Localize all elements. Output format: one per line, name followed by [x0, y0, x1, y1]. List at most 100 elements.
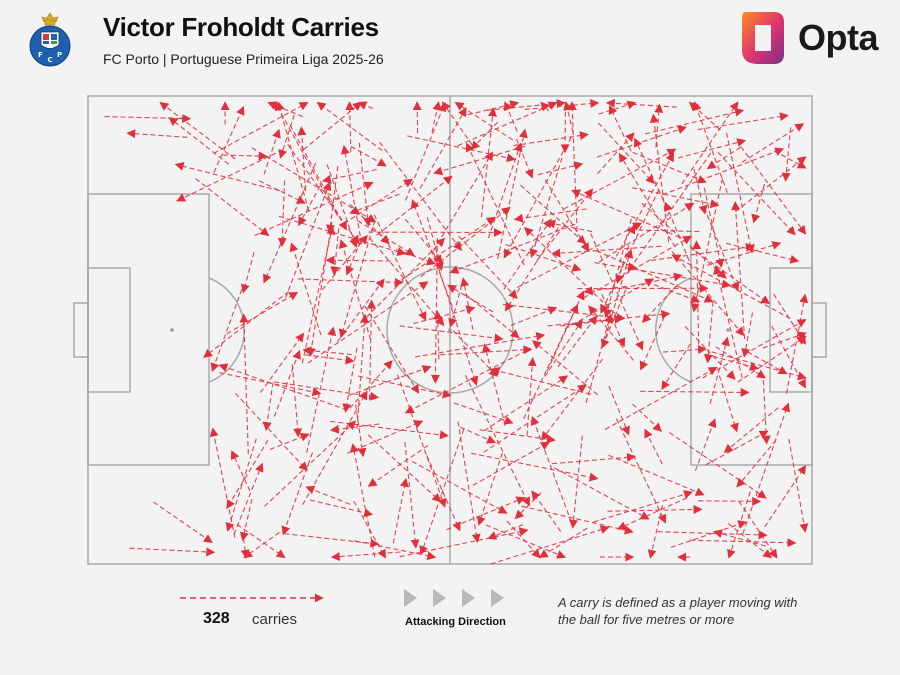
carry-definition-note: A carry is defined as a player moving wi… — [558, 595, 798, 627]
carry-arrow-7 — [226, 439, 269, 510]
carry-arrow-327 — [640, 387, 750, 397]
club-crest-icon: F C P — [29, 12, 71, 67]
carry-arrow-160 — [603, 218, 632, 319]
left-six-yard-box — [87, 267, 131, 393]
carry-arrow-3 — [195, 178, 270, 237]
carry-arrow-269 — [616, 497, 688, 530]
carry-arrow-322 — [302, 346, 353, 356]
carry-arrow-25 — [504, 227, 559, 312]
carry-arrow-175 — [615, 245, 630, 284]
carry-arrow-264 — [281, 452, 314, 536]
carry-arrow-87 — [702, 319, 807, 379]
carry-arrow-296 — [357, 101, 374, 110]
carry-arrow-101 — [452, 330, 498, 377]
carry-arrow-305 — [485, 524, 567, 559]
carry-arrow-20 — [736, 439, 777, 488]
carry-arrow-314 — [647, 505, 664, 559]
carry-arrow-97 — [325, 255, 391, 265]
carry-arrow-2 — [126, 129, 188, 139]
carry-arrow-301 — [738, 500, 778, 559]
carry-arrow-229 — [740, 146, 807, 235]
carry-arrow-183 — [569, 435, 583, 529]
carry-arrow-328 — [349, 203, 390, 245]
carry-arrow-109 — [544, 319, 583, 377]
carry-arrow-317 — [285, 181, 332, 298]
carry-arrow-88 — [781, 127, 792, 182]
carry-arrow-82 — [717, 152, 796, 236]
carry-arrow-13 — [309, 499, 374, 518]
opta-wordmark: Opta — [798, 17, 879, 58]
carry-arrow-89 — [480, 107, 497, 218]
carry-arrow-271 — [520, 184, 587, 245]
carry-arrow-276 — [505, 243, 582, 272]
carry-arrow-42 — [622, 272, 683, 289]
carry-arrow-84 — [590, 233, 644, 351]
carry-arrow-182 — [399, 527, 529, 558]
carry-arrow-189 — [773, 150, 807, 169]
carry-arrow-100 — [788, 438, 809, 533]
carry-arrow-124 — [287, 144, 360, 245]
carry-arrow-132 — [307, 221, 333, 357]
carry-arrow-178 — [168, 116, 230, 165]
carry-arrow-150 — [411, 199, 453, 308]
carry-arrow-103 — [669, 432, 767, 499]
carry-arrow-287 — [698, 496, 762, 506]
carry-arrow-148 — [567, 101, 578, 232]
carry-arrow-240 — [601, 289, 627, 349]
direction-triangle-1 — [404, 589, 417, 607]
carry-arrow-184 — [531, 490, 562, 532]
carry-arrow-243 — [594, 262, 732, 289]
carry-arrow-274 — [289, 124, 347, 231]
carry-arrow-196 — [608, 385, 630, 436]
carry-arrow-199 — [277, 180, 287, 248]
carry-arrow-193 — [426, 216, 444, 272]
carry-arrow-5 — [153, 501, 213, 544]
carry-arrow-38 — [305, 354, 355, 365]
carry-arrow-253 — [684, 326, 736, 380]
carry-arrow-44 — [632, 403, 663, 432]
carry-arrow-165 — [448, 284, 463, 328]
carry-arrow-279 — [703, 207, 740, 292]
carry-arrow-192 — [218, 363, 348, 411]
carry-arrow-76 — [343, 178, 413, 225]
left-goal — [73, 302, 89, 358]
carry-arrow-119 — [482, 343, 506, 426]
carry-arrow-249 — [598, 202, 695, 263]
carry-arrow-290 — [457, 421, 481, 544]
carry-arrow-293 — [297, 126, 307, 192]
carry-arrow-297 — [369, 237, 445, 326]
carry-arrow-262 — [376, 175, 453, 236]
carry-arrow-65 — [174, 162, 280, 192]
carry-arrow-146 — [618, 152, 676, 248]
carry-arrow-235 — [349, 443, 376, 558]
carry-arrow-204 — [532, 340, 599, 396]
carry-arrow-232 — [289, 242, 322, 336]
carry-arrow-74 — [441, 101, 473, 146]
carry-arrow-198 — [583, 235, 693, 299]
carry-arrow-310 — [644, 428, 663, 465]
carry-arrow-26 — [503, 218, 552, 290]
carry-arrow-236 — [243, 531, 280, 559]
carry-arrow-247 — [358, 142, 373, 227]
carry-arrow-95 — [483, 375, 569, 432]
crest-letter-p: P — [57, 51, 62, 59]
carry-arrow-315 — [326, 164, 358, 248]
carry-arrow-252 — [747, 351, 788, 375]
carry-arrow-226 — [530, 415, 572, 523]
carry-arrow-230 — [731, 201, 746, 339]
carry-arrow-324 — [529, 157, 563, 259]
opta-logo-icon — [742, 12, 784, 64]
carry-arrow-168 — [366, 299, 376, 400]
carry-arrow-71 — [571, 189, 681, 239]
carry-arrow-18 — [657, 530, 768, 540]
left-penalty-box — [87, 193, 210, 466]
carry-arrow-248 — [604, 248, 634, 339]
carry-arrow-190 — [404, 218, 443, 265]
carry-arrow-55 — [465, 142, 525, 266]
carry-arrow-180 — [355, 404, 367, 458]
carry-arrow-300 — [345, 101, 355, 153]
carry-arrow-91 — [517, 222, 643, 289]
carry-arrow-54 — [392, 477, 409, 544]
carry-arrow-257 — [503, 101, 518, 132]
carry-arrow-307 — [709, 336, 730, 404]
